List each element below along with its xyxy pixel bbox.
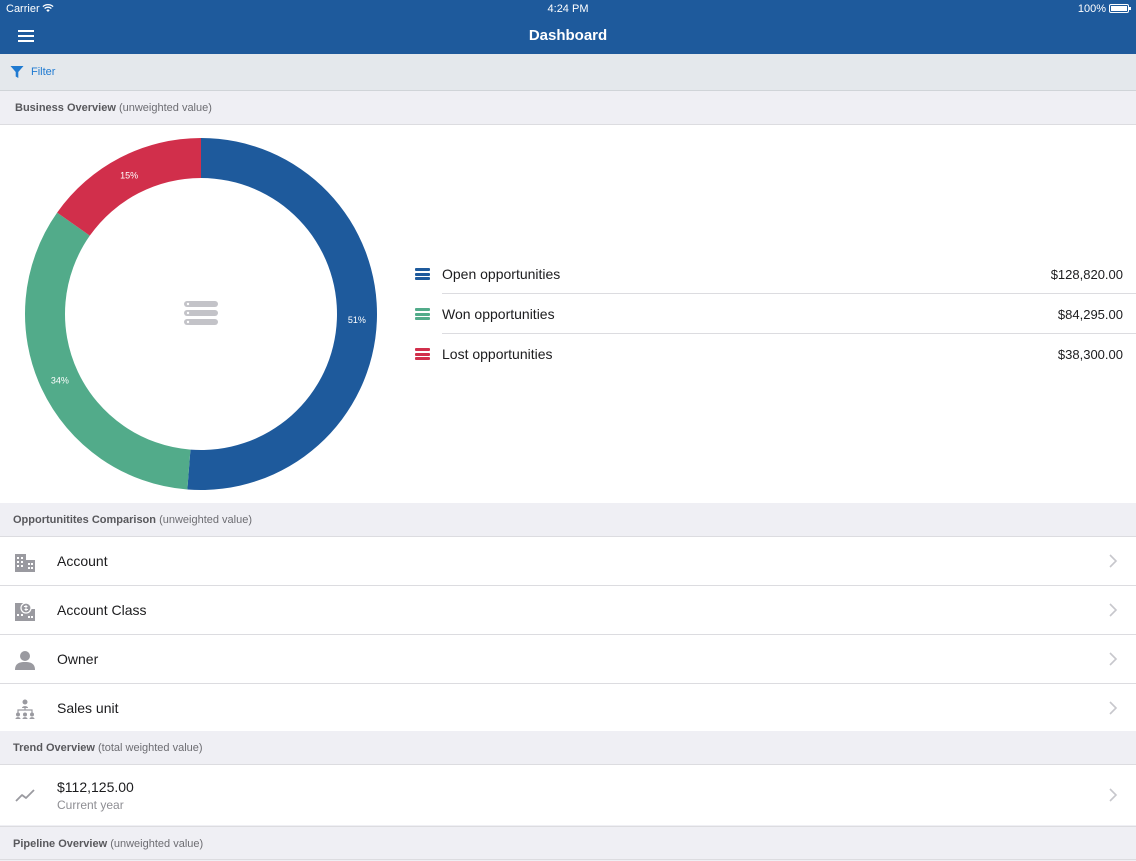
list-item-label: Account Class <box>57 602 147 618</box>
donut-slice-lost-opportunities[interactable] <box>57 138 201 236</box>
legend-list-icon <box>415 348 430 360</box>
list-item-account[interactable]: Account <box>0 537 1136 586</box>
section-title: Pipeline Overview <box>13 838 108 850</box>
list-item-account-class[interactable]: Account Class <box>0 586 1136 635</box>
section-title: Business Overview <box>15 102 116 114</box>
trend-line-icon <box>15 789 35 802</box>
person-icon <box>15 651 35 670</box>
building-icon <box>15 554 35 572</box>
legend-label: Won opportunities <box>442 306 555 322</box>
section-note: (unweighted value) <box>110 838 204 850</box>
legend-item-won[interactable]: Won opportunities $84,295.00 <box>406 294 1136 334</box>
donut-slice-label: 51% <box>348 315 366 325</box>
trend-amount: $112,125.00 <box>57 779 134 795</box>
donut-slice-open-opportunities[interactable] <box>187 138 378 490</box>
business-overview-header: Business Overview (unweighted value) <box>0 91 1136 125</box>
comparison-list: Account Account Class Owner <box>0 537 1136 731</box>
legend-value: $38,300.00 <box>1057 347 1123 362</box>
section-title: Trend Overview <box>13 742 95 754</box>
list-icon <box>184 301 218 325</box>
section-note: (unweighted value) <box>118 102 212 114</box>
battery-percent: 100% <box>1077 3 1106 15</box>
status-bar: Carrier 4:24 PM 100% <box>0 0 1136 18</box>
battery-icon <box>1109 4 1131 13</box>
chevron-right-icon <box>1109 652 1118 666</box>
chevron-right-icon <box>1109 554 1118 568</box>
chart-legend: Open opportunities $128,820.00 Won oppor… <box>406 254 1136 374</box>
legend-value: $128,820.00 <box>1050 267 1123 282</box>
wifi-icon <box>42 4 54 12</box>
section-title: Opportunitites Comparison <box>13 514 156 526</box>
org-chart-icon <box>15 699 35 719</box>
legend-label: Open opportunities <box>442 266 561 282</box>
donut-slice-label: 15% <box>120 171 138 181</box>
account-class-icon <box>15 602 35 621</box>
trend-row[interactable]: $112,125.00 Current year <box>0 765 1136 825</box>
chevron-right-icon <box>1109 603 1118 617</box>
filter-bar: Filter <box>0 54 1136 91</box>
carrier-label: Carrier <box>6 3 40 15</box>
page-title: Dashboard <box>528 27 608 44</box>
list-item-sales-unit[interactable]: Sales unit <box>0 684 1136 733</box>
list-item-owner[interactable]: Owner <box>0 635 1136 684</box>
legend-label: Lost opportunities <box>442 346 553 362</box>
donut-slice-won-opportunities[interactable] <box>24 212 191 490</box>
legend-list-icon <box>415 308 430 320</box>
list-item-label: Sales unit <box>57 700 119 716</box>
chevron-right-icon <box>1109 788 1118 802</box>
donut-slice-label: 34% <box>51 375 69 385</box>
legend-list-icon <box>415 268 430 280</box>
business-overview-panel: 51% 34% 15% Open opportunities $128,820.00… <box>0 125 1136 503</box>
chevron-right-icon <box>1109 701 1118 715</box>
trend-overview-header: Trend Overview (total weighted value) <box>0 731 1136 765</box>
status-time: 4:24 PM <box>547 3 589 15</box>
nav-bar: Dashboard <box>0 18 1136 54</box>
filter-label: Filter <box>31 66 56 78</box>
legend-item-open[interactable]: Open opportunities $128,820.00 <box>406 254 1136 294</box>
donut-chart: 51% 34% 15% <box>24 138 378 490</box>
list-item-label: Account <box>57 553 108 569</box>
pipeline-overview-header: Pipeline Overview (unweighted value) <box>0 826 1136 860</box>
divider <box>442 333 1136 334</box>
filter-button[interactable]: Filter <box>10 65 55 79</box>
funnel-icon <box>10 66 24 78</box>
hamburger-menu-icon[interactable] <box>18 29 36 43</box>
section-note: (total weighted value) <box>98 742 203 754</box>
section-note: (unweighted value) <box>159 514 253 526</box>
list-item-label: Owner <box>57 651 99 667</box>
legend-value: $84,295.00 <box>1057 307 1123 322</box>
legend-item-lost[interactable]: Lost opportunities $38,300.00 <box>406 334 1123 374</box>
trend-period: Current year <box>57 798 124 812</box>
comparison-header: Opportunitites Comparison (unweighted va… <box>0 503 1136 537</box>
divider <box>442 293 1136 294</box>
